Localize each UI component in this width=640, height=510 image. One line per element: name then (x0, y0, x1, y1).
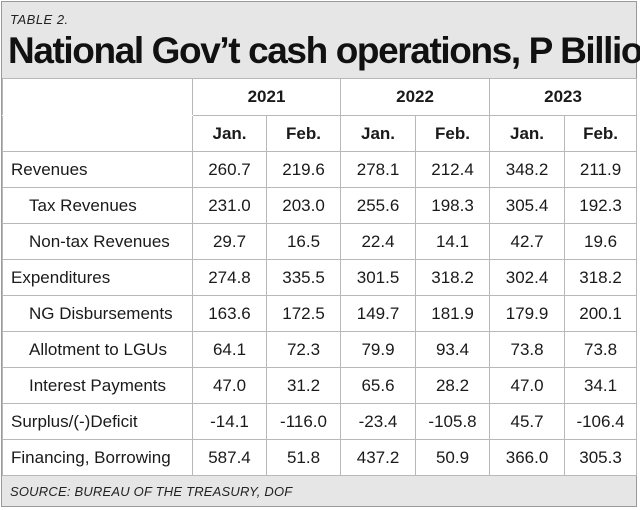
value-cell: 366.0 (489, 439, 566, 476)
value-cell: 181.9 (415, 295, 491, 332)
value-cell: 163.6 (192, 295, 267, 332)
corner-cell (2, 78, 193, 116)
value-cell: -14.1 (192, 403, 267, 440)
value-cell: -116.0 (265, 403, 342, 440)
year-header-row: 2021 2022 2023 (2, 78, 638, 116)
value-cell: 22.4 (340, 223, 417, 260)
month-header: Feb. (564, 115, 638, 152)
value-cell: 348.2 (489, 151, 566, 188)
table-row: Expenditures 274.8 335.5 301.5 318.2 302.4 318… (2, 259, 638, 296)
value-cell: 200.1 (564, 295, 638, 332)
row-label: Financing, Borrowing (2, 439, 193, 476)
value-cell: 179.9 (489, 295, 566, 332)
value-cell: -106.4 (564, 403, 638, 440)
month-header: Feb. (265, 115, 342, 152)
value-cell: 318.2 (564, 259, 638, 296)
value-cell: 42.7 (489, 223, 566, 260)
value-cell: 274.8 (192, 259, 267, 296)
value-cell: 31.2 (265, 367, 342, 404)
value-cell: 211.9 (564, 151, 638, 188)
table-row: Financing, Borrowing 587.4 51.8 437.2 50.9 36… (2, 439, 638, 476)
row-label: Revenues (2, 151, 193, 188)
value-cell: 219.6 (265, 151, 342, 188)
month-header: Jan. (192, 115, 267, 152)
value-cell: 302.4 (489, 259, 566, 296)
value-cell: 72.3 (265, 331, 342, 368)
row-label: Surplus/(-)Deficit (2, 403, 193, 440)
year-header: 2022 (340, 78, 491, 116)
value-cell: 318.2 (415, 259, 491, 296)
value-cell: 73.8 (564, 331, 638, 368)
value-cell: 51.8 (265, 439, 342, 476)
cash-operations-table: 2021 2022 2023 Jan. Feb. Jan. Feb. Jan. … (2, 78, 638, 476)
value-cell: 305.3 (564, 439, 638, 476)
table-row: Interest Payments 47.0 31.2 65.6 28.2 47.0 34.… (2, 367, 638, 404)
year-header: 2023 (489, 78, 638, 116)
table-title: National Gov’t cash operations, P Billio… (8, 30, 640, 71)
value-cell: 198.3 (415, 187, 491, 224)
value-cell: 231.0 (192, 187, 267, 224)
value-cell: 192.3 (564, 187, 638, 224)
value-cell: 335.5 (265, 259, 342, 296)
value-cell: -105.8 (415, 403, 491, 440)
table-row: Non-tax Revenues 29.7 16.5 22.4 14.1 42.7 19.6 (2, 223, 638, 260)
month-header: Feb. (415, 115, 491, 152)
table-row: Tax Revenues 231.0 203.0 255.6 198.3 305.4 192… (2, 187, 638, 224)
value-cell: 149.7 (340, 295, 417, 332)
month-header-row: Jan. Feb. Jan. Feb. Jan. Feb. (2, 115, 638, 152)
value-cell: 14.1 (415, 223, 491, 260)
source-note: SOURCE: BUREAU OF THE TREASURY, DOF (10, 484, 293, 499)
month-header: Jan. (340, 115, 417, 152)
value-cell: 65.6 (340, 367, 417, 404)
value-cell: 79.9 (340, 331, 417, 368)
value-cell: 203.0 (265, 187, 342, 224)
value-cell: 64.1 (192, 331, 267, 368)
table-label: TABLE 2. (10, 12, 69, 27)
value-cell: 47.0 (489, 367, 566, 404)
table-row: Surplus/(-)Deficit -14.1 -116.0 -23.4 -105.8… (2, 403, 638, 440)
value-cell: 93.4 (415, 331, 491, 368)
value-cell: 19.6 (564, 223, 638, 260)
row-label: Expenditures (2, 259, 193, 296)
month-header: Jan. (489, 115, 566, 152)
value-cell: 172.5 (265, 295, 342, 332)
value-cell: 437.2 (340, 439, 417, 476)
value-cell: 278.1 (340, 151, 417, 188)
value-cell: 29.7 (192, 223, 267, 260)
value-cell: 50.9 (415, 439, 491, 476)
value-cell: 212.4 (415, 151, 491, 188)
row-label: Interest Payments (2, 367, 193, 404)
value-cell: 301.5 (340, 259, 417, 296)
value-cell: 47.0 (192, 367, 267, 404)
value-cell: 255.6 (340, 187, 417, 224)
row-label: NG Disbursements (2, 295, 193, 332)
table-row: NG Disbursements 163.6 172.5 149.7 181.9 179.… (2, 295, 638, 332)
value-cell: 16.5 (265, 223, 342, 260)
row-label: Non-tax Revenues (2, 223, 193, 260)
value-cell: -23.4 (340, 403, 417, 440)
value-cell: 587.4 (192, 439, 267, 476)
value-cell: 73.8 (489, 331, 566, 368)
value-cell: 45.7 (489, 403, 566, 440)
table-row: Revenues 260.7 219.6 278.1 212.4 348.2 211.9 (2, 151, 638, 188)
value-cell: 305.4 (489, 187, 566, 224)
row-label: Tax Revenues (2, 187, 193, 224)
header: TABLE 2. National Gov’t cash operations,… (2, 2, 640, 78)
row-label: Allotment to LGUs (2, 331, 193, 368)
table-row: Allotment to LGUs 64.1 72.3 79.9 93.4 73.8 73.… (2, 331, 638, 368)
value-cell: 34.1 (564, 367, 638, 404)
value-cell: 260.7 (192, 151, 267, 188)
year-header: 2021 (191, 78, 342, 116)
value-cell: 28.2 (415, 367, 491, 404)
corner-cell (2, 115, 193, 152)
